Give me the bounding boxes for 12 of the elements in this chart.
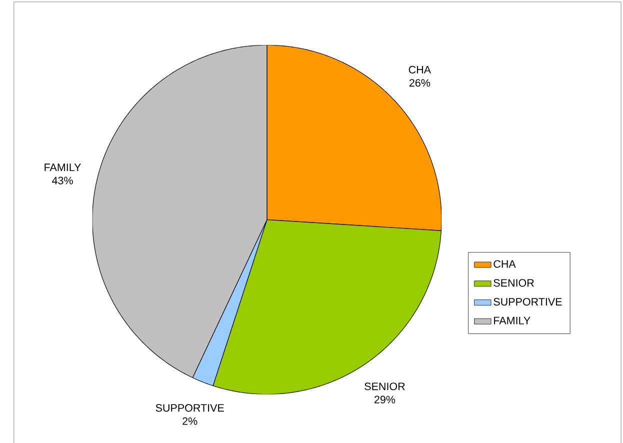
slice-label: SUPPORTIVE	[156, 404, 224, 412]
slice-label: FAMILY	[44, 164, 81, 171]
legend-label: CHA	[494, 260, 516, 268]
slice-label: SENIOR	[364, 382, 405, 390]
data-label: 26%	[409, 78, 430, 87]
legend-label: FAMILY	[494, 316, 530, 324]
legend-label: SENIOR	[494, 278, 534, 287]
legend-label: SUPPORTIVE	[494, 298, 562, 306]
slice-label: CHA	[408, 66, 432, 74]
data-label: 29%	[374, 396, 396, 404]
data-label: 2%	[182, 417, 198, 425]
data-label: 43%	[52, 176, 73, 184]
